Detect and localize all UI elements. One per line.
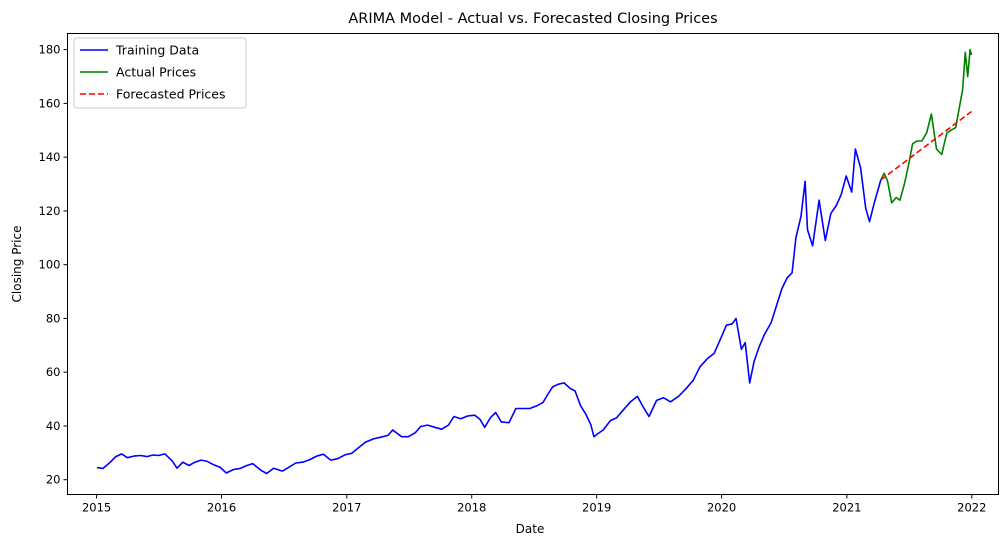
y-tick-label: 140	[39, 150, 61, 164]
plot-area	[96, 48, 973, 475]
y-tick-label: 40	[46, 419, 61, 433]
y-tick-label: 120	[39, 204, 61, 218]
series-line-training-data	[96, 148, 882, 475]
x-tick-label: 2022	[957, 501, 986, 515]
axes-frame	[67, 33, 999, 495]
x-tick-label: 2016	[207, 501, 236, 515]
y-axis-label: Closing Price	[10, 226, 24, 303]
legend-label-actual-prices: Actual Prices	[116, 65, 196, 80]
legend-label-training-data: Training Data	[115, 43, 199, 58]
y-tick-label: 180	[39, 43, 61, 57]
y-tick-label: 100	[39, 258, 61, 272]
x-tick-label: 2020	[707, 501, 736, 515]
legend-label-forecasted-prices: Forecasted Prices	[116, 87, 226, 102]
legend-box	[73, 37, 247, 109]
x-tick-label: 2019	[582, 501, 611, 515]
x-tick-label: 2021	[832, 501, 861, 515]
x-axis-label: Date	[516, 522, 545, 536]
x-tick-label: 2015	[82, 501, 111, 515]
series-line-forecasted-prices	[880, 110, 972, 181]
y-tick-label: 160	[39, 96, 61, 110]
x-axis: 2015 2016 2017 2018 2019 2020 2021 2022	[82, 494, 986, 515]
x-tick-label: 2018	[457, 501, 486, 515]
legend: Training Data Actual Prices Forecasted Pri…	[73, 37, 247, 109]
x-tick-label: 2017	[332, 501, 361, 515]
chart-title: ARIMA Model - Actual vs. Forecasted Clos…	[348, 11, 717, 27]
y-tick-label: 80	[46, 311, 61, 325]
y-tick-label: 60	[46, 365, 61, 379]
y-axis: 20 40 60 80 100 120 140 160 180	[39, 43, 68, 487]
y-tick-label: 20	[46, 473, 61, 487]
series-line-actual-prices	[880, 48, 973, 204]
